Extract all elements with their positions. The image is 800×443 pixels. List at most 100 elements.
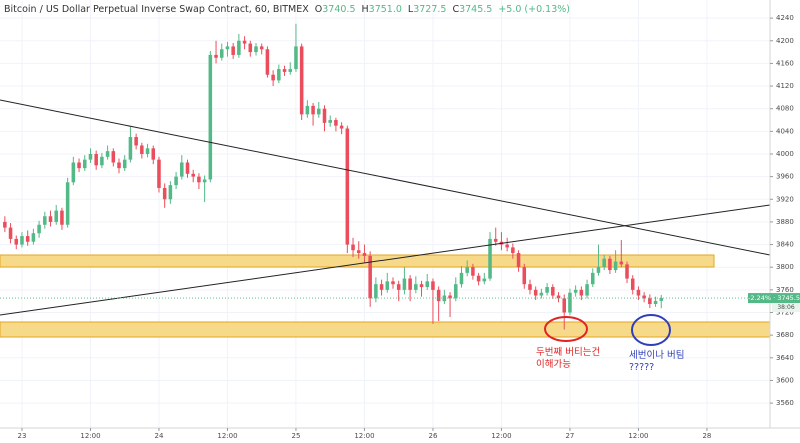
- candle-body: [191, 173, 195, 177]
- candle-body: [54, 210, 58, 222]
- y-tick-label: 3640: [776, 354, 794, 362]
- candle-body: [282, 69, 287, 72]
- y-tick-label: 3880: [776, 218, 794, 226]
- candle-body: [391, 281, 395, 285]
- candle-body: [174, 176, 178, 186]
- candle-body: [585, 284, 589, 296]
- candle-body: [208, 54, 213, 180]
- candle-body: [122, 159, 127, 169]
- annotation-line: ?????: [629, 362, 655, 373]
- candle-body: [408, 278, 412, 290]
- candle-body: [625, 264, 629, 279]
- x-tick-label: 28: [702, 432, 711, 440]
- candle-body: [613, 261, 618, 271]
- candle-body: [551, 287, 555, 296]
- candle-body: [482, 278, 487, 282]
- candle-body: [493, 238, 498, 242]
- y-tick-label: 3800: [776, 263, 794, 271]
- candle-body: [271, 74, 275, 81]
- candle-body: [237, 40, 241, 55]
- candle-body: [436, 289, 441, 302]
- y-tick-label: 4200: [776, 37, 794, 45]
- y-tick-label: 3840: [776, 241, 794, 249]
- x-tick-label: 12:00: [217, 432, 237, 440]
- candle-body: [25, 236, 30, 242]
- ohlc-value: 3740.5: [322, 4, 356, 15]
- candle-body: [476, 275, 481, 282]
- candle-body: [151, 148, 156, 160]
- candle-body: [277, 69, 281, 81]
- candle-body: [459, 272, 464, 285]
- candle-body: [140, 145, 144, 154]
- candle-body: [134, 137, 138, 146]
- highlight-circle: [544, 316, 588, 342]
- candle-body: [65, 182, 70, 225]
- candle-body: [214, 54, 218, 58]
- y-tick-label: 3560: [776, 399, 794, 407]
- candle-body: [431, 281, 435, 290]
- candle-body: [185, 162, 190, 174]
- candle-body: [579, 289, 584, 296]
- candle-body: [322, 108, 327, 123]
- trend-line: [0, 204, 771, 316]
- candle-body: [77, 162, 81, 169]
- x-tick-label: 27: [565, 432, 574, 440]
- candle-body: [31, 233, 36, 242]
- x-tick-label: 23: [18, 432, 27, 440]
- support-zone: [0, 254, 715, 268]
- candle-body: [379, 284, 384, 290]
- x-tick-label: 12:00: [354, 432, 374, 440]
- candle-body: [351, 244, 355, 251]
- candle-body: [356, 250, 361, 254]
- candle-body: [334, 120, 338, 126]
- candle-body: [128, 137, 133, 160]
- candle-body: [100, 156, 104, 166]
- y-tick-label: 4000: [776, 150, 794, 158]
- candle-body: [465, 267, 469, 273]
- candle-body: [14, 238, 19, 245]
- x-tick-label: 12:00: [491, 432, 511, 440]
- ohlc-item: C3745.5: [452, 4, 492, 15]
- candle-body: [345, 128, 350, 245]
- candle-body: [202, 179, 207, 183]
- axes: 4240 4200 4160 4120 4080 4040 4000 3960 3920 3880…: [0, 14, 800, 440]
- candle-body: [648, 298, 652, 305]
- candle-body: [368, 255, 372, 299]
- candle-body: [105, 151, 110, 157]
- y-tick-label: 3600: [776, 376, 794, 384]
- legend: Bitcoin / US Dollar Perpetual Inverse Sw…: [4, 4, 570, 15]
- candle-body: [317, 108, 321, 115]
- y-tick-label: 4120: [776, 82, 794, 90]
- y-tick-label: 3720: [776, 309, 794, 317]
- candle-body: [242, 40, 247, 44]
- candle-body: [653, 300, 658, 305]
- annotation-line: 세번이나 버팀: [629, 350, 685, 361]
- y-tick-label: 3680: [776, 331, 794, 339]
- countdown: 38:06: [777, 304, 794, 311]
- annotation: 세번이나 버팀?????: [629, 350, 684, 374]
- candle-body: [505, 244, 509, 248]
- candle-body: [225, 46, 230, 50]
- candle-body: [522, 267, 527, 285]
- candle-body: [219, 49, 224, 58]
- candle-body: [43, 216, 47, 225]
- y-tick-label: 3920: [776, 195, 794, 203]
- annotation-line: 두번째 버티는건: [536, 347, 601, 358]
- candle-body: [516, 253, 521, 268]
- ohlc-value: 3745.5: [459, 4, 493, 15]
- candle-body: [248, 43, 253, 53]
- candle-body: [82, 159, 87, 169]
- candle-body: [37, 224, 41, 234]
- ohlc-item: O3740.5: [315, 4, 356, 15]
- candle-body: [299, 46, 304, 115]
- candle-body: [294, 46, 298, 70]
- candle-body: [145, 148, 150, 154]
- candle-body: [60, 210, 64, 225]
- candle-body: [254, 46, 258, 53]
- candle-body: [88, 153, 93, 160]
- ohlc-value: 3751.0: [368, 4, 402, 15]
- candle-body: [511, 247, 515, 254]
- y-tick-label: 4040: [776, 127, 794, 135]
- countdown-box: [772, 303, 800, 313]
